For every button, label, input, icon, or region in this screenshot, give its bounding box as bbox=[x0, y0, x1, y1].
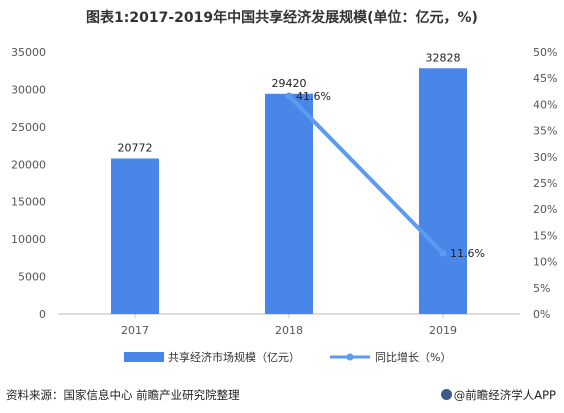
x-tick-label: 2019 bbox=[429, 324, 457, 337]
growth-data-label: 41.6% bbox=[296, 90, 331, 103]
legend: 共享经济市场规模（亿元） 同比增长（%） bbox=[124, 350, 451, 364]
right-tick-label: 25% bbox=[533, 177, 557, 190]
right-tick-label: 45% bbox=[533, 72, 557, 85]
left-tick-label: 25000 bbox=[11, 121, 46, 134]
left-tick-label: 35000 bbox=[11, 46, 46, 59]
right-y-axis: 0% 5% 10% 15% 20% 25% 30% 35% 40% 45% 50% bbox=[533, 46, 557, 321]
legend-line-marker bbox=[346, 353, 354, 361]
right-tick-label: 50% bbox=[533, 46, 557, 59]
bar-data-label: 29420 bbox=[272, 77, 307, 90]
right-tick-label: 10% bbox=[533, 256, 557, 269]
line-series: 41.6% 11.6% bbox=[285, 90, 485, 260]
growth-point bbox=[285, 92, 293, 100]
left-tick-label: 5000 bbox=[18, 271, 46, 284]
right-tick-label: 35% bbox=[533, 125, 557, 138]
chart-title: 图表1:2017-2019年中国共享经济发展规模(单位：亿元，%) bbox=[86, 10, 478, 26]
x-tick-label: 2018 bbox=[275, 324, 303, 337]
right-tick-label: 0% bbox=[533, 308, 550, 321]
left-tick-label: 15000 bbox=[11, 196, 46, 209]
left-y-axis: 0 5000 10000 15000 20000 25000 30000 35000 bbox=[11, 46, 46, 321]
left-tick-label: 0 bbox=[39, 308, 46, 321]
bar-data-label: 32828 bbox=[426, 51, 461, 64]
brand-credit: @前瞻经济学人APP bbox=[440, 387, 556, 403]
right-tick-label: 30% bbox=[533, 151, 557, 164]
bar-series: 20772 29420 32828 bbox=[111, 51, 467, 314]
left-tick-label: 30000 bbox=[11, 83, 46, 96]
bar bbox=[419, 68, 467, 314]
left-tick-label: 20000 bbox=[11, 158, 46, 171]
growth-point bbox=[439, 249, 447, 257]
legend-bar-swatch bbox=[124, 352, 164, 362]
bar bbox=[111, 158, 159, 314]
source-note: 资料来源：国家信息中心 前瞻产业研究院整理 bbox=[6, 388, 240, 402]
right-tick-label: 20% bbox=[533, 203, 557, 216]
legend-bar-label: 共享经济市场规模（亿元） bbox=[168, 350, 300, 364]
right-tick-label: 40% bbox=[533, 98, 557, 111]
growth-line bbox=[287, 94, 445, 256]
legend-line-label: 同比增长（%） bbox=[375, 350, 451, 364]
left-tick-label: 10000 bbox=[11, 233, 46, 246]
right-tick-label: 5% bbox=[533, 282, 550, 295]
growth-data-label: 11.6% bbox=[450, 247, 485, 260]
x-tick-label: 2017 bbox=[121, 324, 149, 337]
brand-credit-text: @前瞻经济学人APP bbox=[453, 388, 556, 402]
x-axis: 2017 2018 2019 bbox=[121, 314, 457, 337]
right-tick-label: 15% bbox=[533, 229, 557, 242]
bar bbox=[265, 93, 313, 314]
bar-data-label: 20772 bbox=[118, 142, 153, 155]
brand-logo-icon bbox=[440, 389, 452, 400]
